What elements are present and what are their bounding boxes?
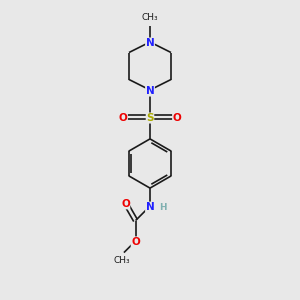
- Text: N: N: [146, 202, 154, 212]
- Text: O: O: [121, 199, 130, 209]
- Text: N: N: [146, 86, 154, 96]
- Text: S: S: [146, 113, 154, 123]
- Text: H: H: [159, 202, 166, 211]
- Text: N: N: [146, 38, 154, 48]
- Text: O: O: [118, 113, 127, 123]
- Text: O: O: [131, 237, 140, 247]
- Text: O: O: [172, 113, 182, 123]
- Text: CH₃: CH₃: [142, 13, 158, 22]
- Text: CH₃: CH₃: [113, 256, 130, 265]
